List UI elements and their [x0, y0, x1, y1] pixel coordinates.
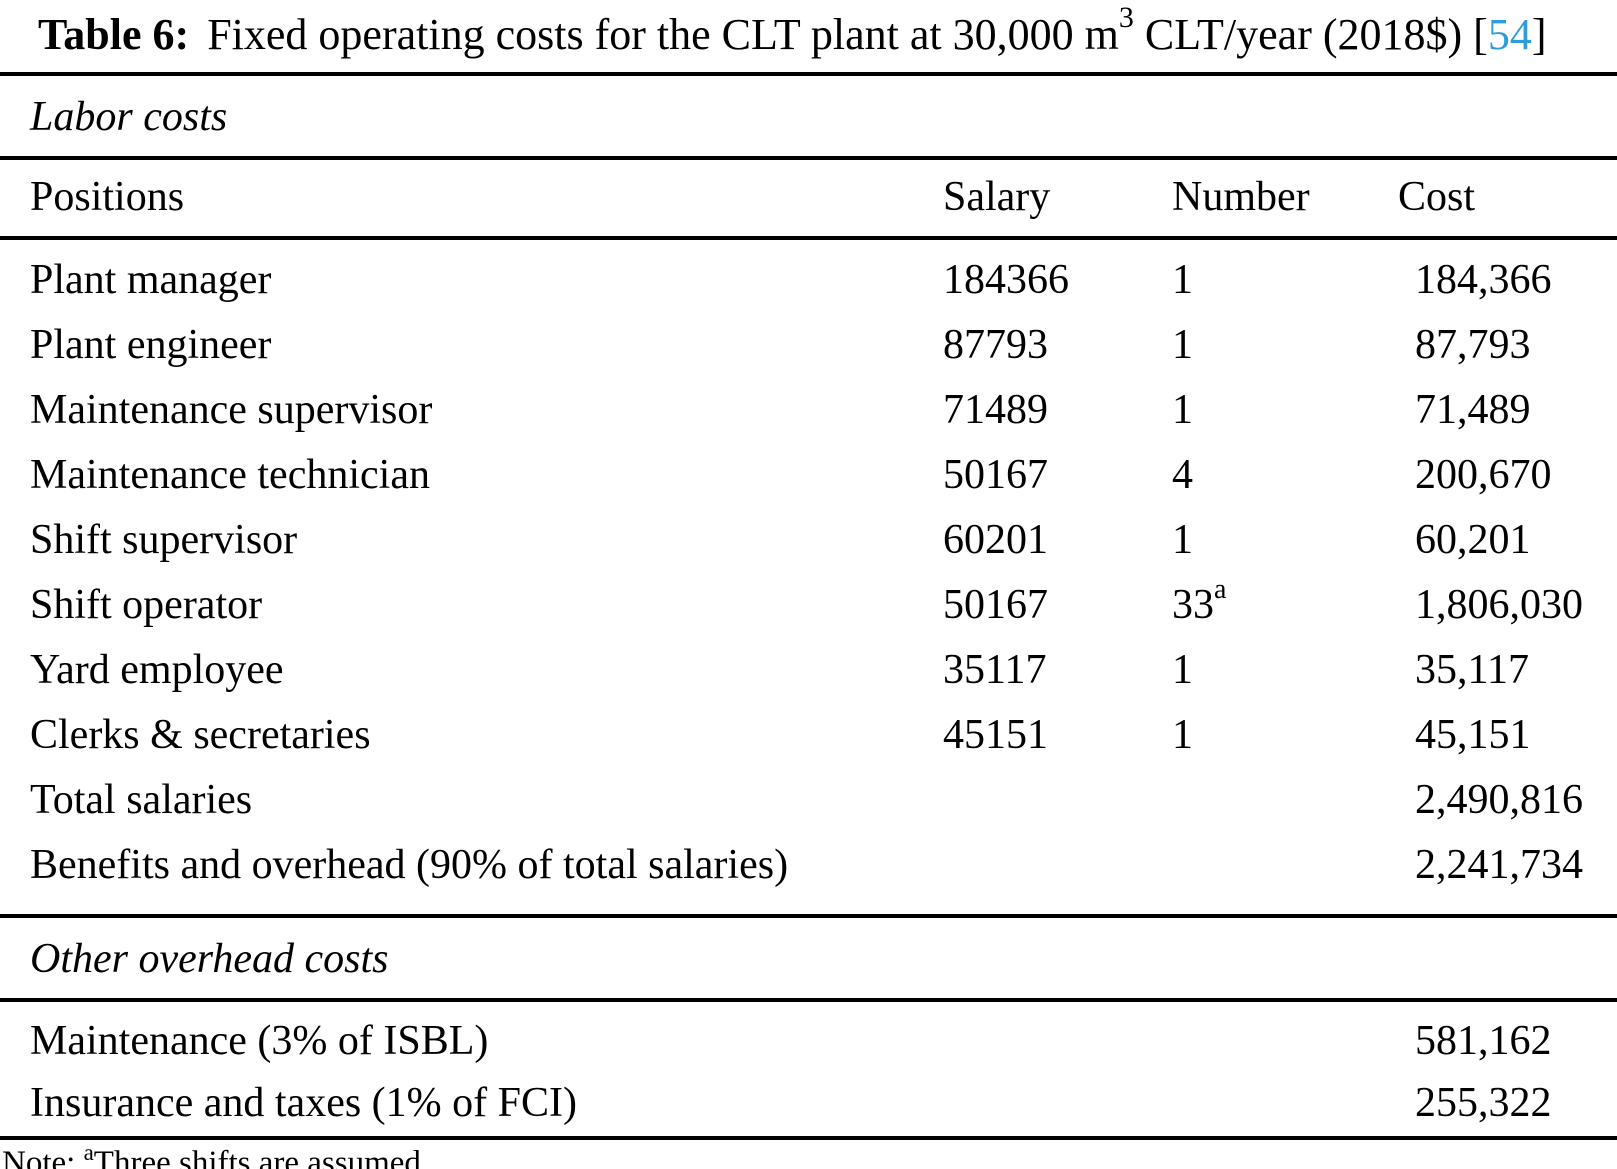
cell-number: 1: [1172, 322, 1193, 368]
labor-table-body: Plant manager 184366 1 184,366 Plant eng…: [0, 240, 1617, 914]
header-positions: Positions: [30, 174, 185, 220]
table-row: Shift operator 50167 33a 1,806,030: [0, 573, 1617, 638]
footnote-text: Three shifts are assumed.: [93, 1145, 430, 1169]
cell-cost: 1,806,030: [1415, 582, 1583, 628]
table-row: Maintenance supervisor 71489 1 71,489: [0, 378, 1617, 443]
table-row: Total salaries 2,490,816: [0, 768, 1617, 833]
cell-cost: 45,151: [1415, 712, 1531, 758]
shift-operator-footnote-marker: a: [1214, 574, 1227, 605]
top-rule: [0, 72, 1617, 76]
table-row: Maintenance technician 50167 4 200,670: [0, 443, 1617, 508]
cell-cost: 200,670: [1415, 452, 1552, 498]
section-heading-overhead: Other overhead costs: [30, 936, 389, 982]
caption-text-after: CLT/year (2018$): [1133, 10, 1474, 59]
table-row: Clerks & secretaries 45151 1 45,151: [0, 703, 1617, 768]
cell-position: Benefits and overhead (90% of total sala…: [30, 842, 789, 888]
header-number: Number: [1172, 174, 1310, 220]
cell-position: Plant manager: [30, 257, 272, 303]
table-row: Maintenance (3% of ISBL) 581,162: [0, 1010, 1617, 1072]
cell-cost: 255,322: [1415, 1080, 1552, 1126]
cell-salary: 184366: [943, 257, 1069, 303]
caption-text: Fixed operating costs for the CLT plant …: [207, 10, 1119, 59]
overhead-heading-rule: [0, 998, 1617, 1002]
cell-position: Maintenance technician: [30, 452, 430, 498]
citation-bracket-close: ]: [1531, 10, 1547, 59]
cell-position: Plant engineer: [30, 322, 272, 368]
cell-position: Insurance and taxes (1% of FCI): [30, 1080, 577, 1126]
header-salary: Salary: [943, 174, 1051, 220]
cell-position: Maintenance (3% of ISBL): [30, 1018, 489, 1064]
cell-salary: 87793: [943, 322, 1048, 368]
cell-number: 4: [1172, 452, 1193, 498]
table-row: Plant engineer 87793 1 87,793: [0, 313, 1617, 378]
table-row: Insurance and taxes (1% of FCI) 255,322: [0, 1072, 1617, 1134]
cell-position: Yard employee: [30, 647, 284, 693]
labor-section-end-rule: [0, 914, 1617, 918]
citation-bracket-open: [: [1473, 10, 1488, 59]
cell-position: Clerks & secretaries: [30, 712, 371, 758]
cell-cost: 2,490,816: [1415, 777, 1583, 823]
cell-cost: 35,117: [1415, 647, 1529, 693]
overhead-table-body: Maintenance (3% of ISBL) 581,162 Insuran…: [0, 1002, 1617, 1136]
cell-position: Maintenance supervisor: [30, 387, 433, 433]
cell-cost: 87,793: [1415, 322, 1531, 368]
cell-number: 33a: [1172, 573, 1398, 638]
cell-cost: 2,241,734: [1415, 842, 1583, 888]
citation-link[interactable]: 54: [1487, 10, 1532, 59]
cubic-meter-superscript: 3: [1118, 1, 1134, 34]
table-row: Plant manager 184366 1 184,366: [0, 248, 1617, 313]
cell-number-value: 33: [1172, 582, 1214, 628]
cell-cost: 581,162: [1415, 1018, 1552, 1064]
cell-cost: 71,489: [1415, 387, 1531, 433]
header-rule: [0, 236, 1617, 240]
cell-cost: 60,201: [1415, 517, 1531, 563]
cell-number: 1: [1172, 647, 1193, 693]
footnote-prefix: Note:: [2, 1145, 84, 1169]
cell-cost: 184,366: [1415, 257, 1552, 303]
cell-number: 1: [1172, 517, 1193, 563]
cell-number: 1: [1172, 712, 1193, 758]
cell-salary: 50167: [943, 452, 1048, 498]
cell-salary: 71489: [943, 387, 1048, 433]
header-cost: Cost: [1398, 174, 1476, 220]
cell-salary: 35117: [943, 647, 1047, 693]
table-row: Shift supervisor 60201 1 60,201: [0, 508, 1617, 573]
cell-salary: 60201: [943, 517, 1048, 563]
labor-heading-rule: [0, 156, 1617, 160]
table-header-row: Positions Salary Number Cost: [0, 160, 1617, 236]
cell-position: Shift supervisor: [30, 517, 298, 563]
table-row: Benefits and overhead (90% of total sala…: [0, 833, 1617, 898]
section-heading-labor: Labor costs: [30, 94, 228, 140]
caption-label: Table 6:: [38, 10, 190, 59]
cell-position: Shift operator: [30, 582, 263, 628]
footnote: Note: aThree shifts are assumed.: [0, 1140, 1617, 1169]
cell-salary: 50167: [943, 582, 1048, 628]
table-caption: Table 6: Fixed operating costs for the CL…: [0, 0, 1617, 64]
bottom-rule: [0, 1136, 1617, 1140]
table-row: Yard employee 35117 1 35,117: [0, 638, 1617, 703]
footnote-marker: a: [83, 1140, 94, 1165]
cell-number: 1: [1172, 257, 1193, 303]
cell-position: Total salaries: [30, 777, 253, 823]
cell-number: 1: [1172, 387, 1193, 433]
cell-salary: 45151: [943, 712, 1048, 758]
